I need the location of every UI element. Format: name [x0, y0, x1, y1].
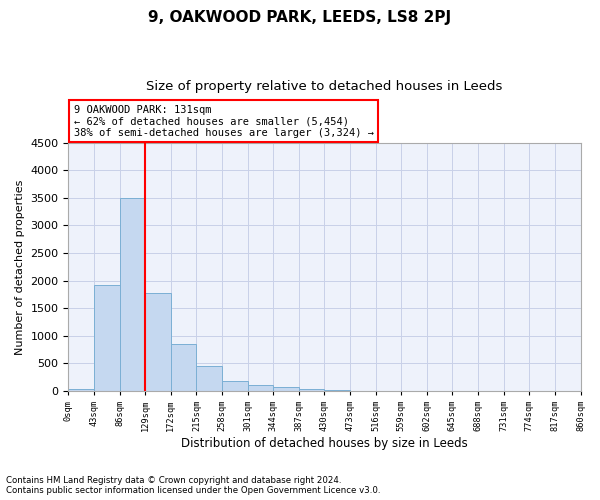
X-axis label: Distribution of detached houses by size in Leeds: Distribution of detached houses by size … — [181, 437, 468, 450]
Text: Contains HM Land Registry data © Crown copyright and database right 2024.
Contai: Contains HM Land Registry data © Crown c… — [6, 476, 380, 495]
Bar — [119, 198, 145, 391]
Text: 9, OAKWOOD PARK, LEEDS, LS8 2PJ: 9, OAKWOOD PARK, LEEDS, LS8 2PJ — [148, 10, 452, 25]
Bar — [171, 344, 196, 391]
Y-axis label: Number of detached properties: Number of detached properties — [15, 179, 25, 354]
Bar — [196, 366, 222, 391]
Text: 9 OAKWOOD PARK: 131sqm
← 62% of detached houses are smaller (5,454)
38% of semi-: 9 OAKWOOD PARK: 131sqm ← 62% of detached… — [74, 104, 374, 138]
Bar — [248, 385, 273, 391]
Bar — [222, 382, 248, 391]
Bar — [273, 388, 299, 391]
Bar — [299, 390, 325, 391]
Bar — [68, 390, 94, 391]
Bar — [145, 294, 171, 391]
Bar — [94, 285, 119, 391]
Bar — [325, 390, 350, 391]
Title: Size of property relative to detached houses in Leeds: Size of property relative to detached ho… — [146, 80, 503, 93]
